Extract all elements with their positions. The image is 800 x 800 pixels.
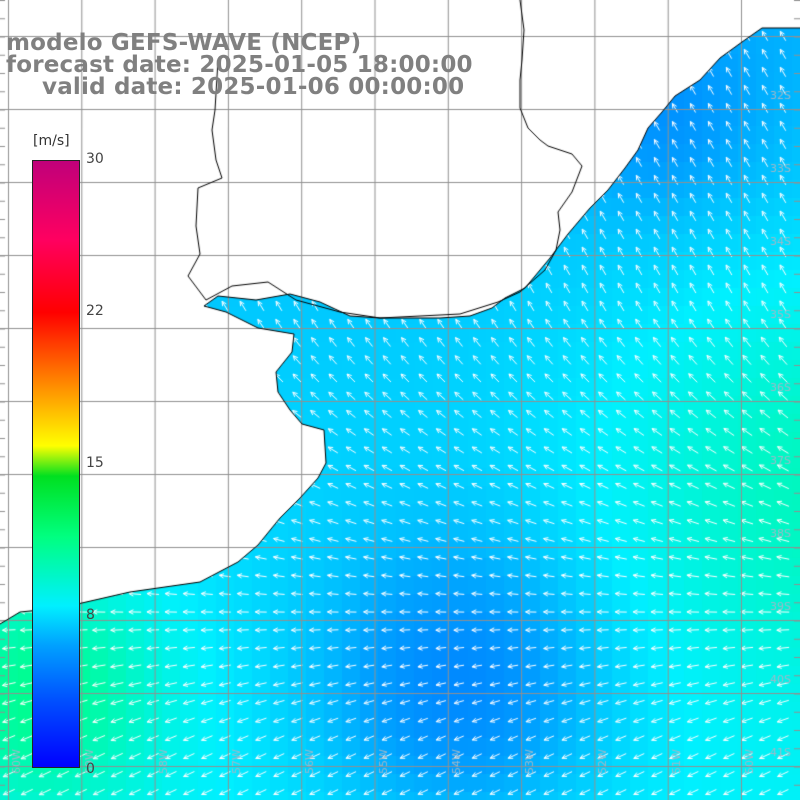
colorbar-tick-8: 8 — [86, 607, 95, 623]
colorbar — [32, 160, 80, 768]
colorbar-unit: [m/s] — [33, 133, 70, 149]
colorbar-tick-22: 22 — [86, 303, 104, 319]
model-title: modelo GEFS-WAVE (NCEP) — [6, 30, 362, 56]
colorbar-tick-15: 15 — [86, 455, 104, 471]
colorbar-tick-0: 0 — [86, 761, 95, 777]
forecast-date: forecast date: 2025-01-05 18:00:00 — [6, 52, 473, 78]
valid-date: valid date: 2025-01-06 00:00:00 — [42, 74, 465, 100]
colorbar-tick-30: 30 — [86, 151, 104, 167]
